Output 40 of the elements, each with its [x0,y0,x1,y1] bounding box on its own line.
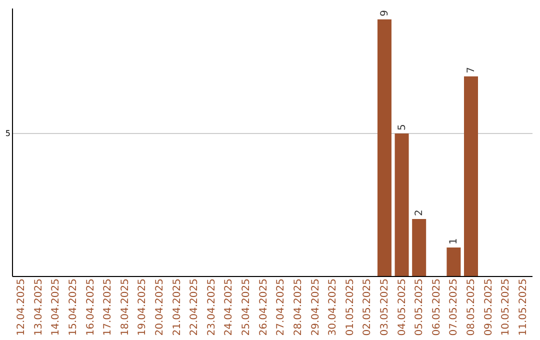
x-tick-label: 19.04.2025 [137,278,148,336]
x-tick-label: 22.04.2025 [189,278,200,336]
x-tick-label: 04.05.2025 [396,278,408,336]
x-tick-label: 15.04.2025 [68,278,79,336]
x-tick-label: 03.05.2025 [379,278,390,336]
x-tick-label: 21.04.2025 [172,278,183,336]
data-label: 2 [414,210,426,216]
x-tick-label: 26.04.2025 [258,278,270,336]
data-label: 1 [448,238,460,244]
x-tick-label: 30.04.2025 [328,278,339,336]
x-tick-label: 23.04.2025 [206,278,218,336]
bar [446,247,461,276]
x-tick-label: 18.04.2025 [120,278,131,336]
bar [412,218,426,276]
x-tick-label: 14.04.2025 [50,278,62,336]
bar [394,133,409,276]
x-tick-label: 17.04.2025 [102,278,114,336]
x-tick-label: 01.05.2025 [344,278,356,336]
x-tick-label: 07.05.2025 [448,278,460,336]
x-tick-label: 11.05.2025 [518,278,529,336]
data-label: 5 [396,124,408,130]
x-tick-label: 02.05.2025 [362,278,374,336]
x-tick-label: 10.05.2025 [500,278,512,336]
x-tick-label: 05.05.2025 [414,278,426,336]
x-tick-label: 27.04.2025 [276,278,287,336]
x-tick-label: 24.04.2025 [224,278,235,336]
x-tick-label: 12.04.2025 [16,278,28,336]
x-tick-label: 09.05.2025 [483,278,494,336]
x-tick-label: 13.04.2025 [33,278,44,336]
x-tick-label: 16.04.2025 [85,278,96,336]
x-tick-label: 20.04.2025 [154,278,166,336]
bar [377,19,392,276]
data-label: 7 [466,67,477,74]
x-tick-label: 25.04.2025 [241,278,252,336]
x-tick-label: 29.04.2025 [310,278,322,336]
data-label: 9 [379,10,390,16]
bar [464,76,478,276]
x-tick-label: 08.05.2025 [466,278,477,336]
x-tick-label: 28.04.2025 [292,278,304,336]
x-tick-label: 06.05.2025 [431,278,442,336]
